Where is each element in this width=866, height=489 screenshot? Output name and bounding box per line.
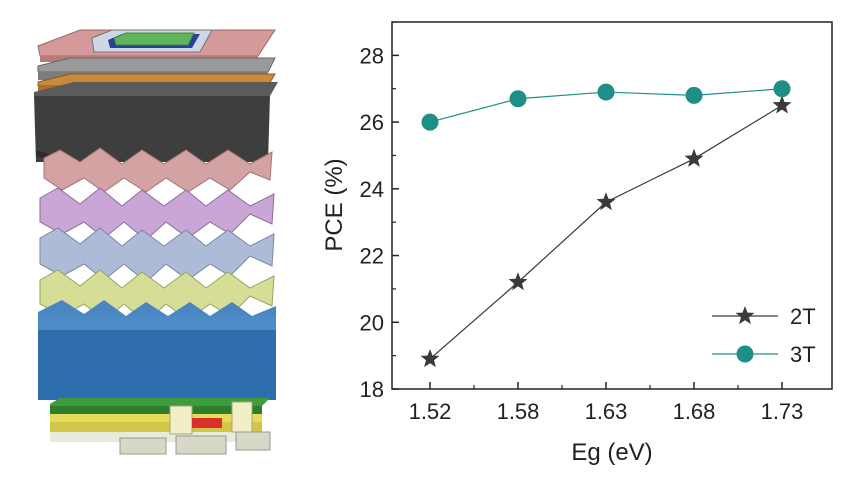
x-tick-label: 1.52 bbox=[409, 399, 452, 424]
legend-label: 2T bbox=[790, 304, 816, 329]
legend-marker bbox=[735, 306, 755, 325]
x-axis-label: Eg (eV) bbox=[571, 439, 652, 466]
y-axis-label: PCE (%) bbox=[321, 158, 348, 251]
x-tick-label: 1.68 bbox=[673, 399, 716, 424]
data-point-2T bbox=[508, 272, 528, 291]
data-point-3T bbox=[509, 90, 527, 108]
y-tick-label: 28 bbox=[360, 43, 384, 68]
top-contact-layer bbox=[37, 29, 276, 62]
pce-vs-bandgap-chart: 18 20 22 24 26 28 1.52 1.58 1.63 1.68 1.73 Eg (eV… bbox=[321, 21, 833, 466]
series-3T bbox=[421, 80, 791, 131]
y-tick-label: 22 bbox=[360, 244, 384, 269]
series-line-2T bbox=[429, 104, 783, 360]
x-axis-ticks: 1.52 1.58 1.63 1.68 1.73 bbox=[409, 382, 804, 424]
x-tick-label: 1.73 bbox=[761, 399, 804, 424]
series-2T bbox=[420, 95, 792, 368]
bottom-contacts bbox=[50, 398, 271, 455]
plot-frame bbox=[391, 21, 833, 390]
series-layer bbox=[420, 80, 792, 368]
legend-marker bbox=[736, 345, 754, 363]
y-tick-label: 24 bbox=[360, 177, 384, 202]
legend-item-3T: 3T bbox=[712, 342, 816, 367]
purple-rough-layer bbox=[39, 187, 275, 241]
data-point-3T bbox=[421, 113, 439, 131]
blue-bottom-block bbox=[38, 300, 276, 400]
y-tick-label: 20 bbox=[360, 310, 384, 335]
legend: 2T 3T bbox=[712, 304, 816, 367]
legend-label: 3T bbox=[790, 342, 816, 367]
data-point-2T bbox=[596, 192, 616, 211]
y-tick-label: 26 bbox=[360, 110, 384, 135]
data-point-3T bbox=[597, 83, 615, 101]
data-point-2T bbox=[772, 95, 792, 114]
x-tick-label: 1.63 bbox=[585, 399, 628, 424]
blue-grey-rough-layer bbox=[39, 227, 275, 283]
data-point-2T bbox=[684, 148, 704, 167]
data-point-2T bbox=[420, 349, 440, 368]
y-axis-ticks: 18 20 22 24 26 28 bbox=[360, 21, 399, 402]
data-point-3T bbox=[685, 86, 703, 104]
legend-item-2T: 2T bbox=[712, 304, 816, 329]
x-tick-label: 1.58 bbox=[497, 399, 540, 424]
y-tick-label: 18 bbox=[360, 377, 384, 402]
device-stack-illustration bbox=[34, 29, 278, 455]
data-point-3T bbox=[773, 80, 791, 98]
